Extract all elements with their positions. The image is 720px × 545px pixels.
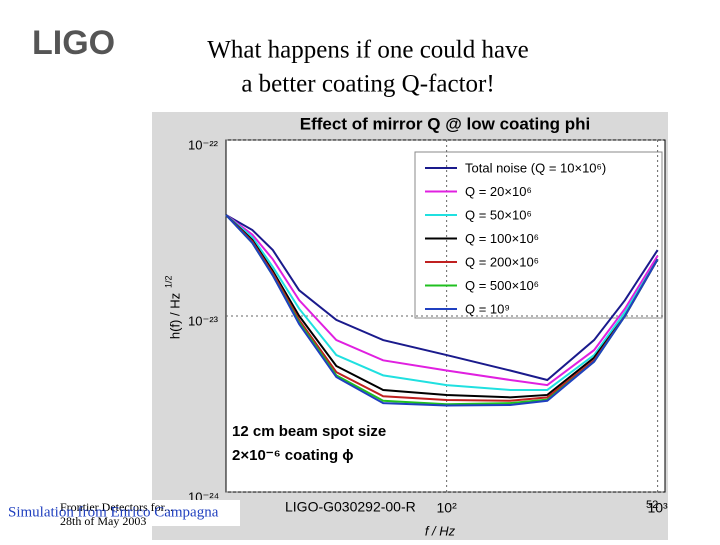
y-axis-label: h(f) / Hz bbox=[167, 293, 182, 339]
legend-box bbox=[414, 151, 663, 319]
annotation: 2×10⁻⁶ coating ϕ bbox=[232, 447, 354, 464]
y-axis-label-exponent: 1/2 bbox=[163, 275, 173, 288]
credit: Simulation from Enrico Campagna bbox=[8, 504, 219, 520]
series-line bbox=[225, 214, 659, 382]
page-number: 52 bbox=[646, 499, 658, 511]
footer-text: Frontier Detectors for... bbox=[60, 500, 173, 514]
legend-label: Q = 10⁹ bbox=[465, 301, 510, 316]
y-tick-label: 10⁻²² bbox=[188, 137, 219, 152]
footer-text: 28th of May 2003 bbox=[60, 514, 146, 528]
doc-id: LIGO-G030292-00-R bbox=[285, 499, 416, 515]
legend-label: Q = 50×10⁶ bbox=[465, 207, 532, 222]
legend-label: Q = 200×10⁶ bbox=[465, 254, 539, 269]
legend-label: Q = 500×10⁶ bbox=[465, 278, 539, 293]
series-line bbox=[225, 214, 659, 399]
chart-title: Effect of mirror Q @ low coating phi bbox=[300, 114, 590, 133]
series-line bbox=[225, 214, 659, 387]
legend-label: Q = 100×10⁶ bbox=[465, 231, 539, 246]
annotation: 12 cm beam spot size bbox=[232, 423, 386, 440]
slide-title: a better coating Q-factor! bbox=[241, 71, 494, 98]
x-tick-label: 10³ bbox=[647, 500, 668, 516]
y-tick-label: 10⁻²³ bbox=[188, 313, 219, 328]
slide-title: What happens if one could have bbox=[207, 37, 528, 64]
legend-label: Total noise (Q = 10×10⁶) bbox=[465, 160, 606, 175]
x-axis-label: f / Hz bbox=[425, 523, 456, 538]
logo: LIGO bbox=[32, 24, 115, 62]
series-line bbox=[225, 214, 659, 391]
series-line bbox=[225, 214, 659, 407]
y-axis-label-group: h(f) / Hz 1/2 bbox=[163, 275, 182, 339]
legend-label: Q = 20×10⁶ bbox=[465, 184, 532, 199]
x-tick-label: 10² bbox=[437, 500, 458, 516]
credit-box bbox=[4, 500, 240, 526]
